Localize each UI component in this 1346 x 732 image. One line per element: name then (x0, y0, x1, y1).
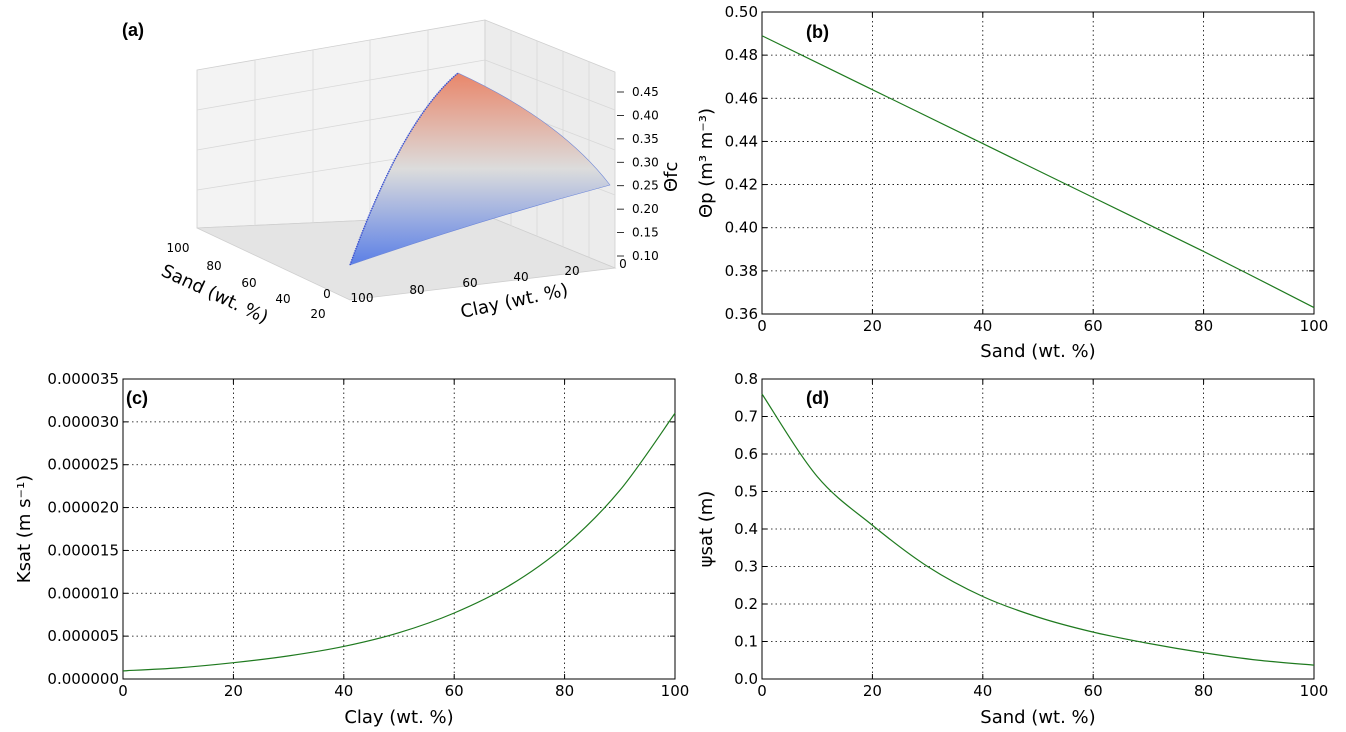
y-tick-label: 0.3 (734, 558, 758, 576)
sand-tick-label: 20 (310, 307, 325, 321)
sand-tick-label: 100 (167, 241, 190, 255)
x-tick-label: 0 (118, 682, 128, 700)
y-tick-label: 0.48 (725, 46, 758, 64)
y-tick-label: 0.000000 (47, 670, 119, 688)
y-axis-label: Θp (m³ m⁻³) (696, 108, 717, 218)
y-tick-label: 0.38 (725, 262, 758, 280)
sand-tick-label: 80 (206, 259, 221, 273)
data-series-line (761, 35, 1315, 309)
y-tick-label: 0.8 (734, 370, 758, 388)
sand-axis-ticks: 100 80 60 40 20 0 (167, 241, 331, 321)
sand-tick-label: 0 (323, 287, 331, 301)
y-tick-label: 0.42 (725, 176, 758, 194)
x-tick-label: 20 (863, 317, 882, 335)
x-tick-label: 80 (555, 682, 574, 700)
y-tick-label: 0.4 (734, 520, 758, 538)
clay-axis-ticks: 100 80 60 40 20 0 (351, 257, 627, 305)
y-tick-label: 0.40 (725, 219, 758, 237)
panel-label-a: (a) (122, 20, 144, 40)
y-tick-label: 0.0 (734, 670, 758, 688)
theta-fc-axis-ticks: 0.45 0.40 0.35 0.30 0.25 0.20 0.15 0.10 (617, 85, 659, 263)
x-tick-label: 80 (1194, 682, 1213, 700)
sand-tick-label: 40 (275, 292, 290, 306)
y-tick-label: 0.2 (734, 595, 758, 613)
panel-d-line-plot: 0 20 40 60 80 100 0.0 0.1 0.2 0.3 0.4 0.5 0.6 0.7 0.8 S… (696, 370, 1328, 728)
theta-fc-tick-label: 0.45 (632, 85, 659, 99)
x-axis-label: Clay (wt. %) (344, 707, 453, 728)
theta-fc-tick-label: 0.30 (632, 155, 659, 169)
theta-fc-tick-label: 0.35 (632, 132, 659, 146)
theta-fc-tick-label: 0.15 (632, 226, 659, 240)
y-tick-label: 0.000025 (47, 456, 119, 474)
x-tick-label: 100 (661, 682, 690, 700)
theta-fc-surface (349, 72, 611, 266)
y-tick-label: 0.36 (725, 305, 758, 323)
y-tick-label: 0.44 (725, 132, 758, 150)
data-series-line (122, 412, 676, 672)
y-tick-label: 0.000010 (47, 584, 119, 602)
theta-fc-tick-label: 0.10 (632, 249, 659, 263)
clay-tick-label: 0 (619, 257, 627, 271)
y-tick-label: 0.7 (734, 408, 758, 426)
x-tick-label: 100 (1300, 317, 1329, 335)
x-axis-label: Sand (wt. %) (980, 341, 1095, 362)
clay-tick-label: 100 (351, 291, 374, 305)
y-tick-label: 0.000030 (47, 413, 119, 431)
clay-tick-label: 80 (409, 283, 424, 297)
clay-tick-label: 40 (513, 270, 528, 284)
theta-fc-axis-label: Θfc (661, 162, 682, 192)
x-tick-label: 60 (1084, 317, 1103, 335)
data-series-line (761, 393, 1315, 666)
theta-fc-tick-label: 0.40 (632, 108, 659, 122)
x-tick-label: 0 (757, 682, 767, 700)
panel-label-c: (c) (126, 388, 148, 408)
surface-edge-line (349, 72, 459, 266)
theta-fc-tick-label: 0.25 (632, 179, 659, 193)
x-tick-label: 40 (973, 682, 992, 700)
plot-frame (122, 378, 676, 680)
y-tick-label: 0.1 (734, 633, 758, 651)
clay-tick-label: 60 (462, 276, 477, 290)
panel-label-d: (d) (806, 388, 829, 408)
panel-c-line-plot: 0 20 40 60 80 100 0.000000 0.000005 0.000010 0.00… (14, 370, 689, 728)
y-tick-label: 0.5 (734, 483, 758, 501)
y-axis-label: ψsat (m) (696, 491, 717, 568)
x-tick-label: 100 (1300, 682, 1329, 700)
x-tick-label: 40 (973, 317, 992, 335)
x-tick-label: 60 (445, 682, 464, 700)
x-tick-label: 60 (1084, 682, 1103, 700)
panel-label-b: (b) (806, 22, 829, 42)
sand-tick-label: 60 (241, 276, 256, 290)
y-tick-label: 0.000020 (47, 499, 119, 517)
y-axis-label: Ksat (m s⁻¹) (14, 475, 35, 583)
x-axis-label: Sand (wt. %) (980, 707, 1095, 728)
y-tick-label: 0.50 (725, 3, 758, 21)
y-tick-label: 0.000035 (47, 370, 119, 388)
x-tick-label: 20 (863, 682, 882, 700)
clay-tick-label: 20 (564, 264, 579, 278)
x-tick-label: 40 (334, 682, 353, 700)
y-tick-label: 0.6 (734, 445, 758, 463)
y-tick-label: 0.46 (725, 89, 758, 107)
theta-fc-tick-label: 0.20 (632, 202, 659, 216)
x-tick-label: 20 (224, 682, 243, 700)
y-tick-label: 0.000005 (47, 627, 119, 645)
x-tick-label: 80 (1194, 317, 1213, 335)
y-tick-label: 0.000015 (47, 541, 119, 559)
x-tick-label: 0 (757, 317, 767, 335)
panel-b-line-plot: 0 20 40 60 80 100 0.36 0.38 0.40 0.42 0.44 0.46 0.48… (696, 3, 1328, 362)
plot-frame (761, 11, 1315, 315)
